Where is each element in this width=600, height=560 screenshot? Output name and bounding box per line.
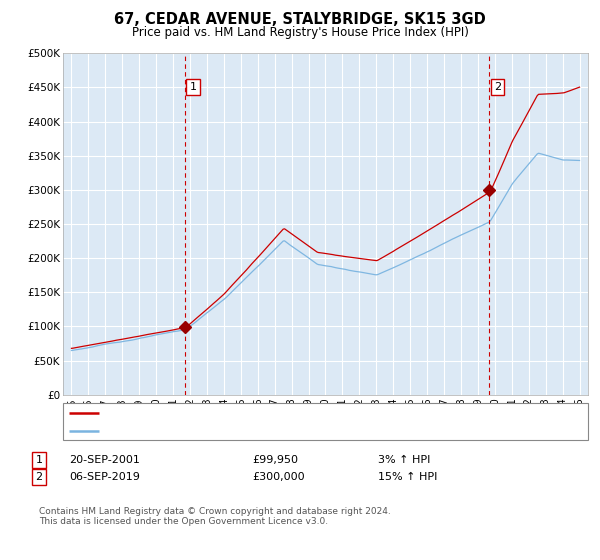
Text: 20-SEP-2001: 20-SEP-2001 [69, 455, 140, 465]
Text: 67, CEDAR AVENUE, STALYBRIDGE, SK15 3GD: 67, CEDAR AVENUE, STALYBRIDGE, SK15 3GD [114, 12, 486, 27]
Text: HPI: Average price, detached house, Tameside: HPI: Average price, detached house, Tame… [105, 426, 336, 436]
Text: 1: 1 [35, 455, 43, 465]
Text: 1: 1 [190, 82, 197, 92]
Text: 15% ↑ HPI: 15% ↑ HPI [378, 472, 437, 482]
Text: Price paid vs. HM Land Registry's House Price Index (HPI): Price paid vs. HM Land Registry's House … [131, 26, 469, 39]
Text: £300,000: £300,000 [252, 472, 305, 482]
Text: 2: 2 [494, 82, 501, 92]
Text: 06-SEP-2019: 06-SEP-2019 [69, 472, 140, 482]
Text: Contains HM Land Registry data © Crown copyright and database right 2024.
This d: Contains HM Land Registry data © Crown c… [39, 507, 391, 526]
Text: 2: 2 [35, 472, 43, 482]
Text: 67, CEDAR AVENUE, STALYBRIDGE, SK15 3GD (detached house): 67, CEDAR AVENUE, STALYBRIDGE, SK15 3GD … [105, 408, 423, 418]
Text: 3% ↑ HPI: 3% ↑ HPI [378, 455, 430, 465]
Text: £99,950: £99,950 [252, 455, 298, 465]
